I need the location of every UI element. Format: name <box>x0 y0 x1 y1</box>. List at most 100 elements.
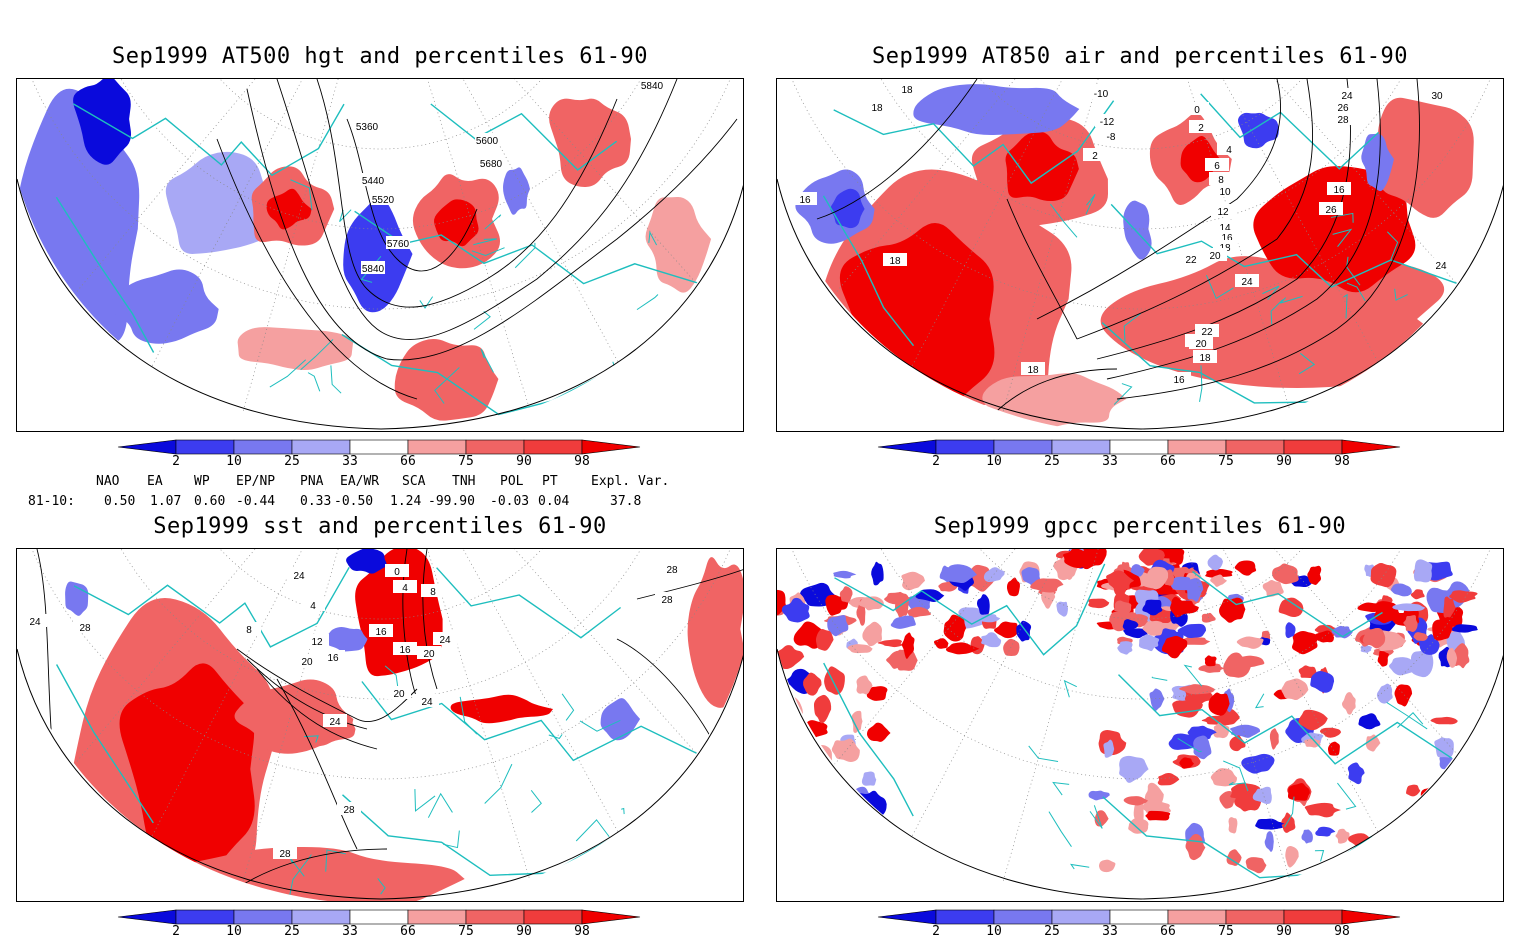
country-border <box>1199 365 1203 402</box>
contour-line <box>276 79 678 340</box>
contour-label-bg <box>1215 230 1239 243</box>
index-value: -99.90 <box>428 494 475 509</box>
contour-label: -8 <box>1107 132 1116 143</box>
precip-patch <box>1327 741 1340 756</box>
colorbar-arrow-high <box>581 909 641 925</box>
precip-patch <box>1144 782 1164 805</box>
index-header: EA/WR <box>340 474 380 489</box>
colorbar-hgt: 2 10 25 33 66 75 90 98 <box>116 438 642 478</box>
precip-patch <box>1341 692 1356 715</box>
anomaly-patch <box>119 663 255 881</box>
precip-patch <box>862 621 882 647</box>
country-border <box>303 735 319 743</box>
contour-label-bg <box>1213 184 1237 197</box>
country-border <box>1028 745 1059 763</box>
hemisphere-edge <box>777 178 1503 430</box>
contour-label: 5360 <box>356 122 379 133</box>
projection-mask <box>1195 185 1503 431</box>
coastline <box>822 195 915 347</box>
colorbar-label: 33 <box>1102 924 1118 939</box>
precip-patch <box>977 594 990 616</box>
precip-patch <box>1357 602 1386 613</box>
country-border <box>1386 231 1399 261</box>
precip-patch <box>1142 599 1163 616</box>
contour-label: 28 <box>279 849 291 860</box>
contour-label: 28 <box>661 595 673 606</box>
colorbar-segment <box>1167 909 1227 925</box>
colorbar-label: 33 <box>342 924 358 939</box>
meridian-line <box>996 549 1142 901</box>
precip-patch <box>1449 590 1478 603</box>
precip-patch <box>1170 596 1188 618</box>
anomaly-patch <box>503 167 530 215</box>
contour-line <box>276 678 358 850</box>
colorbar-segment <box>1051 909 1111 925</box>
country-border <box>648 230 658 246</box>
precip-patch <box>1360 644 1372 653</box>
contour-label: 28 <box>79 623 91 634</box>
country-border <box>1151 676 1168 681</box>
precip-patch <box>1157 772 1180 786</box>
map-content <box>777 549 1503 901</box>
precip-patch <box>1119 755 1149 783</box>
colorbar-svg <box>117 439 641 455</box>
precip-patch <box>1088 790 1110 801</box>
colorbar-segment <box>1109 439 1169 455</box>
country-border <box>1332 228 1353 247</box>
precip-patch <box>1230 782 1261 801</box>
colorbar-label: 66 <box>400 924 416 939</box>
precip-patch <box>884 592 911 605</box>
country-border <box>561 693 575 721</box>
country-border <box>471 247 505 256</box>
anomaly-patch <box>343 196 413 313</box>
precip-patch <box>777 589 787 616</box>
precip-patch <box>1298 665 1317 679</box>
precip-patch <box>1264 831 1274 852</box>
anomaly-patch <box>1237 112 1279 149</box>
contour-label-bg <box>793 192 817 205</box>
contour-label: 18 <box>871 103 883 114</box>
precip-patch <box>847 644 873 654</box>
precip-patch <box>1213 722 1230 739</box>
contour-label-bg <box>1211 204 1235 217</box>
contour-label: 24 <box>1341 91 1353 102</box>
contour-label-bg <box>1083 148 1107 161</box>
country-border <box>548 734 563 740</box>
colorbar-segment <box>349 439 409 455</box>
contour-label-bg <box>1331 100 1355 113</box>
precip-patch <box>1229 735 1246 752</box>
index-value: 0.04 <box>538 494 570 509</box>
precip-patch <box>1347 762 1365 785</box>
colorbar-label: 10 <box>986 924 1002 939</box>
precip-patch <box>896 647 918 671</box>
colorbar-label: 90 <box>1276 924 1292 939</box>
meridian-line <box>876 549 1142 901</box>
map-svg-gpcc <box>777 549 1503 901</box>
contour-label-bg <box>1425 88 1449 101</box>
contour-label: 5520 <box>372 195 395 206</box>
colorbar-segment <box>1109 909 1169 925</box>
colorbar-arrow-high <box>1341 439 1401 455</box>
contour-label-bg <box>1089 86 1113 99</box>
precip-patch <box>1262 579 1284 597</box>
precip-patch <box>777 645 805 670</box>
contour-label-bg <box>355 119 379 132</box>
contour-label-bg <box>415 694 439 707</box>
anomaly-patch <box>1377 97 1474 218</box>
country-border <box>1085 193 1096 215</box>
precip-patch <box>1285 845 1299 868</box>
index-header: Expl. Var. <box>591 474 670 489</box>
precip-patch <box>1226 849 1242 866</box>
precip-patch <box>1114 600 1132 615</box>
precip-patch <box>1230 724 1261 738</box>
projection-mask <box>777 179 1089 431</box>
precip-patch <box>1187 725 1217 740</box>
colorbar-arrow-high <box>581 439 641 455</box>
coastline <box>834 563 1106 656</box>
anomaly-patch <box>687 557 743 708</box>
country-border <box>621 807 625 815</box>
precip-patch <box>907 606 931 618</box>
contour-label: 6 <box>1214 161 1220 172</box>
precip-patch <box>825 594 845 616</box>
colorbar-arrow-low <box>117 909 177 925</box>
